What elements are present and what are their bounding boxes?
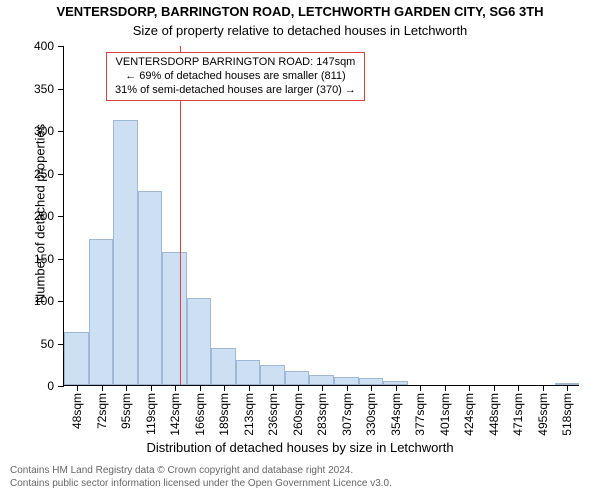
x-tick-label: 495sqm: [536, 393, 550, 436]
y-tick: [58, 174, 64, 175]
y-tick-label: 100: [34, 294, 54, 308]
x-tick: [273, 385, 274, 391]
x-tick: [77, 385, 78, 391]
chart-title-sub: Size of property relative to detached ho…: [0, 23, 600, 38]
x-tick: [347, 385, 348, 391]
x-tick: [469, 385, 470, 391]
x-tick: [322, 385, 323, 391]
x-tick: [543, 385, 544, 391]
histogram-bar: [162, 252, 187, 385]
y-tick-label: 400: [34, 39, 54, 53]
annotation-line-2: ← 69% of detached houses are smaller (81…: [115, 70, 356, 84]
y-tick: [58, 216, 64, 217]
annotation-box: VENTERSDORP BARRINGTON ROAD: 147sqm ← 69…: [106, 52, 365, 101]
x-tick-label: 72sqm: [95, 393, 109, 429]
x-tick: [175, 385, 176, 391]
x-tick: [298, 385, 299, 391]
histogram-bar: [359, 378, 384, 385]
y-tick-label: 350: [34, 82, 54, 96]
x-tick-label: 518sqm: [560, 393, 574, 436]
footer-line-1: Contains HM Land Registry data © Crown c…: [10, 464, 600, 477]
plot-area: 05010015020025030035040048sqm72sqm95sqm1…: [63, 46, 579, 386]
x-tick: [224, 385, 225, 391]
y-tick: [58, 344, 64, 345]
x-tick: [151, 385, 152, 391]
chart-title-main: VENTERSDORP, BARRINGTON ROAD, LETCHWORTH…: [0, 4, 600, 19]
y-tick: [58, 89, 64, 90]
x-tick-label: 142sqm: [168, 393, 182, 436]
y-tick-label: 250: [34, 167, 54, 181]
x-tick-label: 377sqm: [413, 393, 427, 436]
histogram-bar: [113, 120, 138, 385]
x-tick-label: 354sqm: [389, 393, 403, 436]
y-tick: [58, 259, 64, 260]
x-tick-label: 448sqm: [487, 393, 501, 436]
x-tick: [200, 385, 201, 391]
histogram-bar: [89, 239, 114, 385]
histogram-bar: [334, 377, 359, 386]
footer-line-2: Contains public sector information licen…: [10, 477, 600, 490]
x-tick-label: 283sqm: [315, 393, 329, 436]
x-tick-label: 236sqm: [266, 393, 280, 436]
x-tick-label: 166sqm: [193, 393, 207, 436]
x-tick: [126, 385, 127, 391]
histogram-bar: [138, 191, 163, 385]
x-tick: [102, 385, 103, 391]
y-tick: [58, 301, 64, 302]
x-tick: [518, 385, 519, 391]
y-tick: [58, 46, 64, 47]
x-tick: [420, 385, 421, 391]
footer-attribution: Contains HM Land Registry data © Crown c…: [10, 464, 600, 490]
histogram-bar: [309, 375, 334, 385]
x-tick: [396, 385, 397, 391]
histogram-bar: [64, 332, 89, 385]
x-tick: [371, 385, 372, 391]
y-tick-label: 200: [34, 209, 54, 223]
histogram-bar: [260, 365, 285, 385]
y-tick-label: 50: [41, 337, 54, 351]
y-tick-label: 300: [34, 124, 54, 138]
histogram-bar: [236, 360, 261, 385]
x-tick-label: 424sqm: [462, 393, 476, 436]
x-tick: [494, 385, 495, 391]
histogram-bar: [285, 371, 310, 385]
x-tick: [445, 385, 446, 391]
x-tick-label: 48sqm: [70, 393, 84, 429]
x-tick: [249, 385, 250, 391]
y-tick-label: 0: [47, 379, 54, 393]
x-tick-label: 330sqm: [364, 393, 378, 436]
x-tick-label: 119sqm: [144, 393, 158, 435]
annotation-line-3: 31% of semi-detached houses are larger (…: [115, 84, 356, 98]
histogram-bar: [187, 298, 212, 385]
x-tick-label: 213sqm: [242, 393, 256, 436]
annotation-line-1: VENTERSDORP BARRINGTON ROAD: 147sqm: [115, 56, 356, 70]
x-tick-label: 189sqm: [217, 393, 231, 436]
x-tick-label: 471sqm: [511, 393, 525, 436]
x-tick-label: 307sqm: [340, 393, 354, 436]
y-tick: [58, 386, 64, 387]
x-tick: [567, 385, 568, 391]
x-tick-label: 401sqm: [438, 393, 452, 436]
histogram-bar: [211, 348, 236, 385]
y-tick: [58, 131, 64, 132]
x-tick-label: 95sqm: [119, 393, 133, 429]
y-tick-label: 150: [34, 252, 54, 266]
x-axis-label: Distribution of detached houses by size …: [0, 440, 600, 455]
x-tick-label: 260sqm: [291, 393, 305, 436]
